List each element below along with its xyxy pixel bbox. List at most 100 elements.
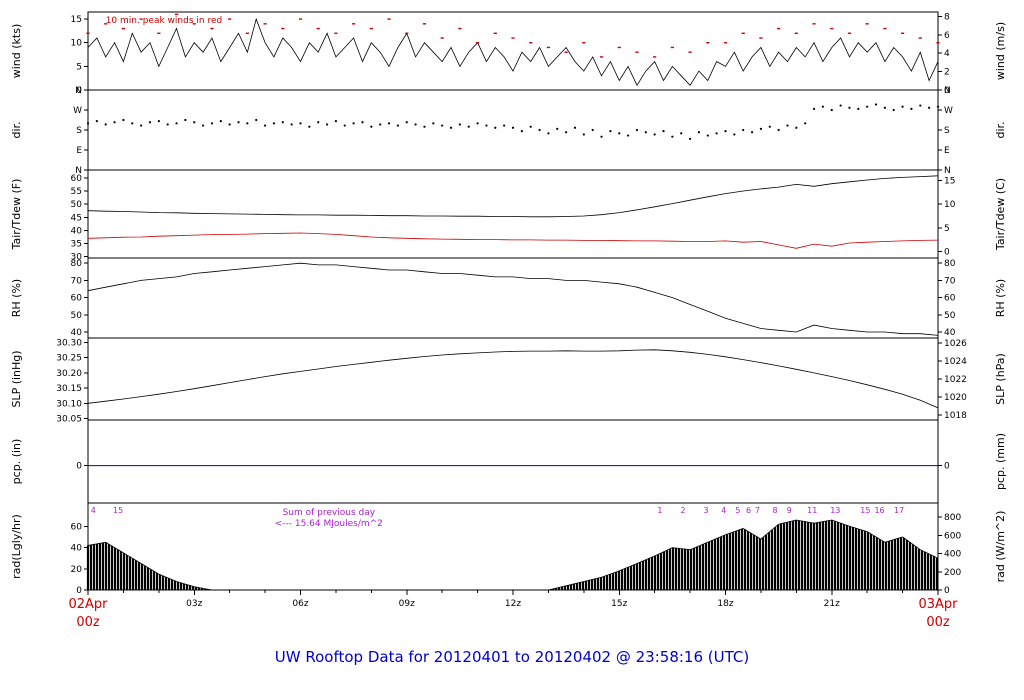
x-tick-label: 18z [717, 599, 733, 609]
y-tick-label: 4 [944, 49, 950, 59]
wind-direction-point [432, 122, 435, 125]
y-tick-label: 8 [944, 12, 950, 22]
wind-direction-point [387, 122, 391, 125]
x-tick-label: 03z [186, 599, 202, 609]
x-tick-label: 21z [824, 599, 840, 609]
wind-direction-point [423, 125, 426, 128]
y-tick-label: 400 [944, 550, 961, 560]
y-axis-title-left: pcp. (in) [10, 439, 23, 485]
wind-direction-point [600, 135, 603, 138]
wind-direction-point [494, 126, 497, 129]
panel-annotation: 10 min. peak winds in red [106, 16, 223, 26]
hour-label: 13 [830, 506, 840, 515]
wind-direction-point [86, 122, 90, 125]
wind-direction-point [733, 133, 736, 136]
wind-direction-point [662, 130, 665, 133]
wind-direction-point [379, 123, 382, 126]
wind-direction-point [219, 120, 222, 123]
wind-direction-point [892, 108, 895, 112]
panel-annotation: Sum of previous day [283, 508, 376, 518]
y-tick-label: 80 [71, 259, 83, 269]
wind-direction-point [582, 133, 585, 136]
x-tick-label: 12z [505, 599, 521, 609]
x-date-right: 03Apr [918, 597, 958, 612]
wind-direction-point [901, 105, 904, 108]
y-tick-label: 70 [71, 276, 83, 286]
wind-direction-point [768, 125, 771, 128]
hour-label: 5 [735, 506, 740, 515]
panel-border-pcp [87, 419, 939, 504]
wind-direction-point [202, 124, 205, 127]
wind-direction-point [565, 131, 568, 134]
wind-direction-point [936, 105, 940, 108]
relative-humidity-series [87, 262, 939, 336]
x-tick-label: 09z [399, 599, 415, 609]
wind-direction-point [414, 123, 417, 126]
wind-direction-point [866, 105, 869, 108]
wind-direction-point [210, 122, 214, 125]
wind-direction-point [343, 124, 346, 127]
y-tick-label: 35 [71, 240, 82, 250]
y-tick-label: 80 [944, 259, 956, 269]
wind-direction-point [193, 121, 196, 124]
hour-label: 3 [703, 506, 708, 515]
y-tick-label: 50 [71, 311, 83, 321]
panel-border-slp [87, 337, 939, 421]
wind-direction-point [281, 121, 284, 124]
y-tick-label: 0 [76, 462, 82, 472]
y-axis-title-left: wind (kts) [10, 24, 23, 79]
y-tick-label: 1018 [944, 411, 967, 421]
panel-border-rh [87, 257, 939, 339]
tair-series [87, 175, 939, 218]
x-date-right-hour: 00z [926, 615, 950, 630]
wind-direction-point [317, 121, 320, 124]
x-date-left-hour: 00z [76, 615, 100, 630]
wind-direction-point [777, 128, 780, 132]
wind-direction-point [485, 124, 488, 127]
wind-direction-point [228, 123, 231, 126]
x-date-left: 02Apr [68, 597, 108, 612]
y-tick-label: 10 [71, 39, 83, 49]
y-tick-label: 0 [944, 462, 950, 472]
wind-direction-point [476, 122, 479, 125]
y-tick-label: 30.25 [56, 354, 82, 364]
y-tick-label: 6 [944, 31, 950, 41]
y-tick-label: 30.05 [56, 414, 82, 424]
wind-direction-point [370, 125, 373, 128]
wind-direction-point [919, 104, 922, 107]
y-tick-label: 70 [944, 276, 956, 286]
y-tick-label: 200 [944, 568, 961, 578]
y-tick-label: 55 [71, 187, 82, 197]
wind-direction-point [857, 107, 860, 110]
y-tick-label: 50 [71, 200, 83, 210]
y-tick-label: S [76, 126, 82, 136]
y-tick-label: 0 [944, 586, 950, 596]
y-axis-title-right: pcp. (mm) [994, 433, 1007, 490]
chart-title: UW Rooftop Data for 20120401 to 20120402… [274, 648, 750, 666]
wind-direction-point [644, 131, 647, 134]
wind-direction-point [750, 131, 754, 134]
y-tick-label: 30.10 [56, 399, 82, 409]
y-tick-label: E [944, 146, 950, 156]
hour-label: 4 [91, 506, 96, 515]
y-axis-title-left: Tair/Tdew (F) [10, 179, 23, 251]
wind-direction-point [148, 121, 152, 124]
y-tick-label: 30.15 [56, 384, 82, 394]
hour-label: 9 [787, 506, 792, 515]
wind-direction-point [511, 126, 515, 129]
wind-direction-point [95, 120, 98, 123]
y-tick-label: 1026 [944, 339, 967, 349]
wind-direction-point [184, 118, 187, 122]
wind-direction-point [175, 122, 178, 125]
wind-direction-point [910, 107, 913, 110]
y-tick-label: 40 [71, 544, 83, 554]
wind-direction-point [759, 127, 763, 130]
y-tick-label: 60 [944, 294, 956, 304]
sea-level-pressure-series [87, 349, 939, 409]
hour-label: 2 [680, 506, 685, 515]
wind-direction-point [680, 132, 683, 135]
wind-direction-point [361, 121, 364, 124]
hour-label: 7 [755, 506, 760, 515]
wind-direction-point [405, 121, 408, 124]
